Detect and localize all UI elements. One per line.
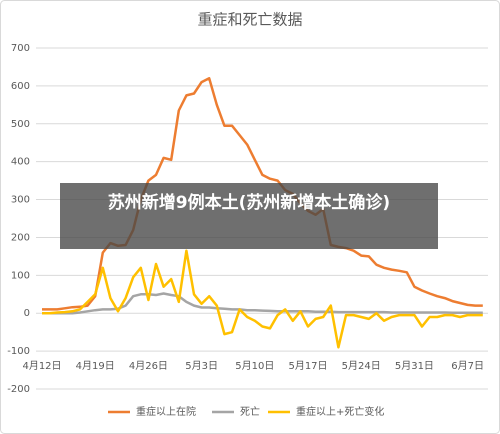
y-tick-label: -100 bbox=[7, 346, 30, 357]
chart-title: 重症和死亡数据 bbox=[197, 11, 302, 29]
x-tick-label: 5月10日 bbox=[235, 360, 274, 372]
legend-label: 重症以上+死亡变化 bbox=[296, 405, 384, 418]
y-tick-label: 600 bbox=[11, 81, 30, 92]
x-tick-label: 5月24日 bbox=[342, 360, 381, 372]
y-tick-label: 100 bbox=[11, 270, 30, 281]
y-tick-label: 700 bbox=[11, 43, 30, 54]
x-tick-label: 5月31日 bbox=[395, 360, 434, 372]
y-tick-label: 300 bbox=[11, 195, 30, 206]
x-tick-label: 5月3日 bbox=[185, 360, 218, 372]
x-tick-label: 4月19日 bbox=[76, 360, 115, 372]
series-line bbox=[42, 249, 483, 349]
legend-label: 重症以上在院 bbox=[136, 405, 196, 418]
legend-label: 死亡 bbox=[240, 405, 260, 418]
overlay-caption: 苏州新增9例本土(苏州新增本土确诊) bbox=[60, 183, 438, 249]
x-tick-label: 6月7日 bbox=[451, 360, 484, 372]
y-tick-label: 500 bbox=[11, 119, 30, 130]
y-tick-label: 0 bbox=[24, 308, 30, 319]
x-tick-label: 4月26日 bbox=[129, 360, 168, 372]
y-tick-label: 200 bbox=[11, 232, 30, 243]
x-tick-label: 5月17日 bbox=[288, 360, 327, 372]
y-tick-label: 400 bbox=[11, 157, 30, 168]
x-tick-label: 4月12日 bbox=[22, 360, 61, 372]
y-tick-label: -200 bbox=[7, 384, 30, 395]
